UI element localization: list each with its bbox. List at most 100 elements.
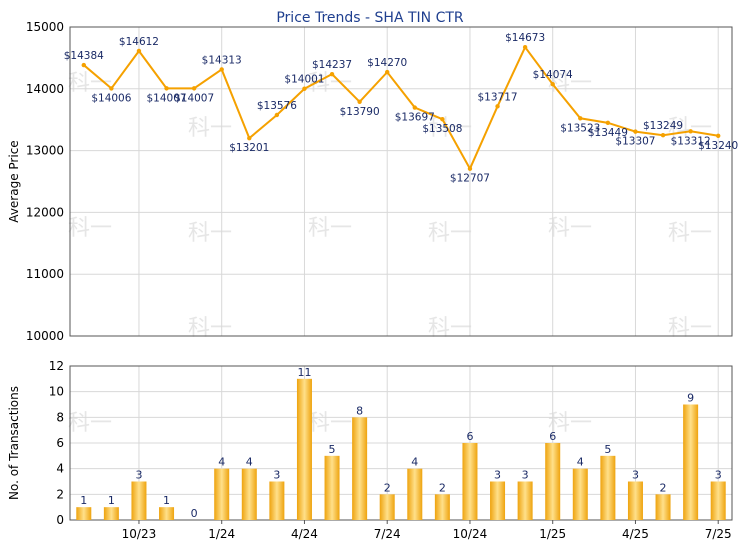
bar-data-label: 3 bbox=[522, 469, 529, 482]
transaction-bar bbox=[296, 378, 312, 520]
transaction-bar bbox=[159, 507, 175, 520]
transaction-bar bbox=[434, 494, 450, 520]
bar-tick-label: 0 bbox=[56, 513, 64, 527]
transaction-bar bbox=[627, 481, 643, 520]
watermark: 科一 bbox=[668, 221, 712, 246]
transaction-bar bbox=[103, 507, 119, 520]
bar-data-label: 6 bbox=[466, 430, 473, 443]
price-point bbox=[357, 99, 362, 104]
price-point bbox=[467, 166, 473, 171]
bar-tick-label: 2 bbox=[56, 487, 64, 501]
price-data-label: $12707 bbox=[450, 173, 490, 185]
transaction-bar bbox=[490, 481, 506, 520]
transaction-bar bbox=[76, 507, 92, 520]
watermark: 科一 bbox=[428, 221, 472, 246]
watermark: 科一 bbox=[188, 316, 232, 341]
watermark: 科一 bbox=[548, 216, 592, 241]
bar-tick-label: 8 bbox=[56, 410, 64, 424]
transaction-bar bbox=[352, 417, 368, 520]
bar-data-label: 3 bbox=[273, 469, 280, 482]
price-data-label: $14007 bbox=[174, 92, 214, 104]
price-series-line bbox=[83, 45, 719, 171]
price-data-label: $14313 bbox=[202, 54, 242, 66]
bar-data-label: 5 bbox=[604, 443, 611, 456]
watermark: 科一 bbox=[308, 411, 352, 436]
transaction-bar bbox=[214, 468, 230, 520]
transaction-bar bbox=[655, 494, 671, 520]
bar-data-label: 9 bbox=[687, 392, 694, 405]
price-data-label: $13576 bbox=[257, 100, 297, 112]
price-plot-frame bbox=[69, 26, 733, 337]
bar-data-label: 3 bbox=[135, 469, 142, 482]
watermark: 科一 bbox=[188, 116, 232, 141]
watermark: 科一 bbox=[308, 216, 352, 241]
price-data-label: $14237 bbox=[312, 59, 352, 71]
price-tick-label: 13000 bbox=[26, 144, 64, 158]
bar-axis-label: No. of Transactions bbox=[7, 386, 21, 500]
price-point bbox=[412, 105, 417, 110]
watermark: 科一 bbox=[68, 216, 112, 241]
transaction-bar bbox=[407, 468, 423, 520]
price-data-label: $13790 bbox=[340, 106, 380, 118]
x-tick-label: 10/23 bbox=[122, 527, 157, 541]
bar-data-label: 4 bbox=[411, 456, 418, 469]
watermark: 科一 bbox=[428, 116, 472, 141]
watermark: 科一 bbox=[428, 316, 472, 341]
bar-data-label: 3 bbox=[632, 469, 639, 482]
price-data-label: $13508 bbox=[422, 123, 462, 135]
price-data-label: $13307 bbox=[615, 136, 655, 148]
price-data-label: $14007 bbox=[146, 92, 186, 104]
bar-data-label: 4 bbox=[218, 456, 225, 469]
price-point bbox=[550, 82, 555, 87]
transaction-bar bbox=[462, 443, 478, 520]
price-point bbox=[81, 62, 86, 68]
price-axis-label: Average Price bbox=[7, 140, 21, 222]
watermark: 科一 bbox=[548, 71, 592, 96]
bar-data-label: 8 bbox=[356, 404, 363, 417]
transaction-bar bbox=[517, 481, 533, 520]
price-point bbox=[247, 135, 252, 141]
bar-data-label: 3 bbox=[715, 469, 722, 482]
bar-data-label: 5 bbox=[329, 443, 336, 456]
price-point bbox=[440, 117, 445, 122]
price-point bbox=[191, 86, 197, 91]
price-point bbox=[605, 120, 611, 126]
x-tick-label: 4/24 bbox=[291, 527, 318, 541]
bar-tick-label: 12 bbox=[49, 359, 64, 373]
bar-data-label: 2 bbox=[660, 481, 667, 494]
transaction-bar bbox=[131, 481, 147, 520]
x-tick-label: 4/25 bbox=[622, 527, 649, 541]
price-point bbox=[385, 69, 390, 75]
price-tick-label: 12000 bbox=[26, 205, 64, 219]
price-point bbox=[274, 112, 280, 118]
bar-data-label: 1 bbox=[80, 494, 87, 507]
price-point bbox=[578, 116, 583, 121]
price-point bbox=[688, 129, 693, 134]
x-tick-label: 10/24 bbox=[453, 527, 488, 541]
price-data-label: $14673 bbox=[505, 32, 545, 44]
bar-data-label: 1 bbox=[108, 494, 115, 507]
price-data-label: $13249 bbox=[643, 120, 683, 132]
transaction-bar bbox=[379, 494, 395, 520]
transaction-bar bbox=[269, 481, 285, 520]
price-data-label: $14270 bbox=[367, 57, 407, 69]
bar-data-label: 1 bbox=[163, 494, 170, 507]
price-point bbox=[716, 133, 721, 138]
price-data-label: $14612 bbox=[119, 36, 159, 48]
price-data-label: $13312 bbox=[671, 135, 711, 147]
price-point bbox=[109, 86, 114, 91]
bar-data-label: 0 bbox=[191, 507, 198, 520]
bar-tick-label: 4 bbox=[56, 462, 64, 476]
price-data-label: $13201 bbox=[229, 142, 269, 154]
price-panel: 10000 11000 12000 13000 14000 15000 Average Pr… bbox=[7, 20, 738, 343]
bar-data-label: 4 bbox=[577, 456, 584, 469]
transaction-bar bbox=[710, 481, 726, 520]
watermark: 科一 bbox=[68, 411, 112, 436]
price-data-label: $14006 bbox=[91, 92, 131, 104]
bar-data-label: 6 bbox=[549, 430, 556, 443]
price-tick-label: 14000 bbox=[26, 82, 64, 96]
